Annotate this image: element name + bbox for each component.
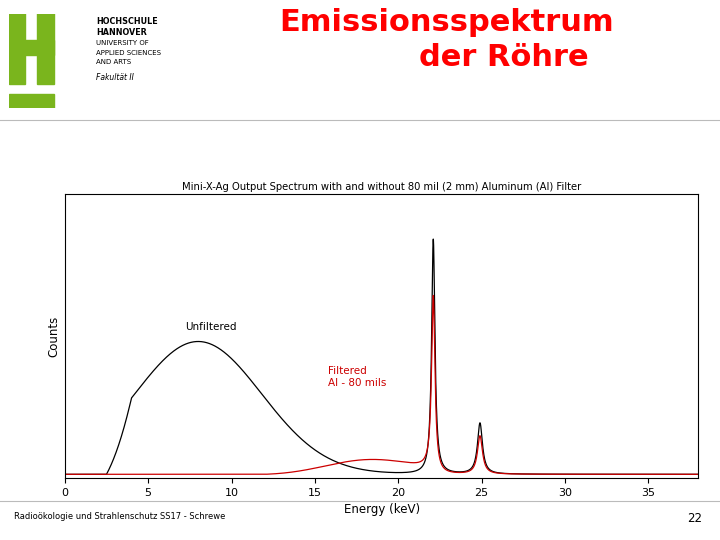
- Text: HOCHSCHULE: HOCHSCHULE: [96, 17, 158, 26]
- Bar: [9, 14, 24, 84]
- Text: Unfiltered: Unfiltered: [185, 322, 236, 332]
- Text: 22: 22: [687, 512, 702, 525]
- Y-axis label: Counts: Counts: [48, 315, 60, 357]
- Title: Mini-X-Ag Output Spectrum with and without 80 mil (2 mm) Aluminum (Al) Filter: Mini-X-Ag Output Spectrum with and witho…: [182, 182, 581, 192]
- Text: Radioökologie und Strahlenschutz SS17 - Schrewe: Radioökologie und Strahlenschutz SS17 - …: [14, 512, 226, 521]
- Bar: [9, 94, 53, 108]
- Text: Fakultät II: Fakultät II: [96, 73, 134, 83]
- Text: HANNOVER: HANNOVER: [96, 28, 146, 37]
- Text: AND ARTS: AND ARTS: [96, 59, 131, 65]
- Bar: [9, 40, 53, 55]
- Text: Emissionsspektrum: Emissionsspektrum: [279, 8, 613, 37]
- Text: UNIVERSITY OF: UNIVERSITY OF: [96, 40, 148, 46]
- Text: APPLIED SCIENCES: APPLIED SCIENCES: [96, 50, 161, 56]
- Text: Filtered
Al - 80 mils: Filtered Al - 80 mils: [328, 366, 387, 388]
- Bar: [37, 14, 53, 84]
- Text: der Röhre: der Röhre: [419, 43, 589, 72]
- X-axis label: Energy (keV): Energy (keV): [343, 503, 420, 516]
